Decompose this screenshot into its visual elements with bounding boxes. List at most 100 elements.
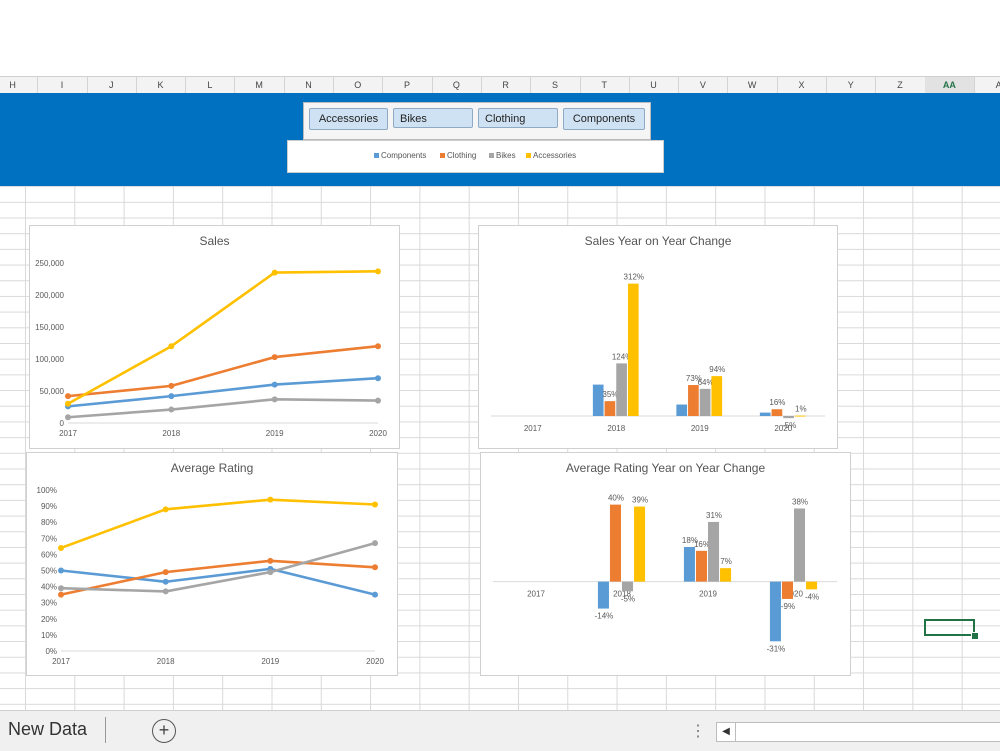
column-header-x[interactable]: X <box>777 77 828 93</box>
data-label: 16% <box>694 540 710 549</box>
chart-title: Average Rating Year on Year Change <box>566 461 766 475</box>
column-header-s[interactable]: S <box>530 77 581 93</box>
data-label: 16% <box>769 398 785 407</box>
column-header-v[interactable]: V <box>678 77 729 93</box>
data-point-accessories <box>58 544 64 551</box>
y-tick-label: 100% <box>37 486 57 495</box>
data-point-clothing <box>65 393 71 400</box>
bar-bikes <box>783 416 794 419</box>
bar-clothing <box>695 550 707 582</box>
column-header-m[interactable]: M <box>235 77 285 93</box>
bar-bikes <box>794 508 806 582</box>
data-point-accessories <box>267 496 274 503</box>
active-cell-selection[interactable] <box>924 619 975 636</box>
more-options-icon[interactable]: ⋮ <box>690 723 706 740</box>
bar-clothing <box>781 581 793 599</box>
data-point-bikes <box>168 406 175 413</box>
sales-yoy-chart[interactable]: Sales Year on Year Change 2017 2018 35% 124%… <box>478 225 838 449</box>
x-tick-label: 2018 <box>162 429 180 438</box>
bar-components <box>597 581 609 609</box>
column-header-h[interactable]: H <box>0 77 39 93</box>
x-tick-label: 2019 <box>261 657 279 666</box>
column-header-i[interactable]: I <box>37 77 88 93</box>
bar-accessories <box>634 506 646 582</box>
data-point-bikes <box>58 585 64 592</box>
data-point-components <box>58 567 64 574</box>
data-point-clothing <box>375 343 381 350</box>
horizontal-scrollbar[interactable]: ◀ <box>716 722 1000 742</box>
x-tick-label: 2017 <box>527 590 545 599</box>
column-header-u[interactable]: U <box>629 77 680 93</box>
bar-bikes <box>699 388 711 416</box>
chart-title: Sales <box>199 234 229 248</box>
data-point-clothing <box>58 591 64 598</box>
data-point-components <box>162 578 169 585</box>
column-header-z[interactable]: Z <box>875 77 926 93</box>
avg-rating-chart[interactable]: Average Rating 0% 10% 20% 30% 40% 50% 60% 70% 80%… <box>26 452 398 676</box>
column-header-p[interactable]: P <box>382 77 433 93</box>
fill-handle[interactable] <box>971 632 979 640</box>
column-header-t[interactable]: T <box>580 77 630 93</box>
avg-rating-yoy-chart[interactable]: Average Rating Year on Year Change 2017 20… <box>480 452 851 676</box>
column-header-row: H I J K L M N O P Q R S T U V W X Y Z AA A <box>0 76 1000 95</box>
data-point-components <box>372 591 378 598</box>
series-line-accessories <box>60 498 376 550</box>
chart-title: Average Rating <box>171 461 254 475</box>
column-header-a[interactable]: A <box>974 77 1000 93</box>
column-header-k[interactable]: K <box>136 77 187 93</box>
sales-chart[interactable]: Sales 0 50,000 100,000 150,000 200,000 250,000… <box>29 225 400 449</box>
plus-circle-icon[interactable]: + <box>152 719 176 743</box>
sales-yoy-chart-svg: Sales Year on Year Change 2017 2018 35% 124%… <box>491 234 825 433</box>
series-line-bikes <box>60 541 376 593</box>
data-point-clothing <box>168 382 175 389</box>
data-point-bikes <box>372 540 378 547</box>
data-label: 1% <box>795 405 807 414</box>
bar-components <box>592 384 604 416</box>
column-header-w[interactable]: W <box>728 77 778 93</box>
data-point-clothing <box>372 564 378 571</box>
slicer-button-accessories[interactable]: Accessories <box>309 108 388 130</box>
y-tick-label: 200,000 <box>35 291 64 300</box>
data-label: 38% <box>792 497 808 506</box>
data-label: 124% <box>612 352 632 361</box>
x-tick-label: 2019 <box>266 429 284 438</box>
bar-accessories <box>720 568 732 582</box>
bar-components <box>683 546 695 582</box>
data-point-accessories <box>162 506 169 513</box>
sheet-tab-bar: New Data + ⋮ ◀ <box>0 710 1000 751</box>
series-line-clothing <box>67 344 379 398</box>
bar-bikes <box>708 521 720 582</box>
x-tick-label: 2017 <box>59 429 77 438</box>
data-label: -14% <box>595 612 614 621</box>
bar-components <box>769 581 781 642</box>
slicer-button-clothing[interactable]: Clothing <box>478 108 558 128</box>
data-point-accessories <box>65 400 71 407</box>
column-header-y[interactable]: Y <box>826 77 877 93</box>
legend-swatch <box>374 153 379 159</box>
bar-components <box>676 404 688 416</box>
legend-label: Bikes <box>496 151 516 160</box>
slicer-button-components[interactable]: Components <box>563 108 645 130</box>
data-point-clothing <box>271 354 278 361</box>
data-label: 18% <box>682 536 698 545</box>
column-header-l[interactable]: L <box>185 77 236 93</box>
column-header-j[interactable]: J <box>87 77 137 93</box>
column-header-q[interactable]: Q <box>432 77 482 93</box>
column-header-r[interactable]: R <box>481 77 532 93</box>
data-point-components <box>375 375 381 382</box>
x-tick-label: 2019 <box>699 590 717 599</box>
x-tick-label: 2018 <box>157 657 175 666</box>
y-tick-label: 40% <box>41 583 57 592</box>
data-label: 73% <box>686 374 702 383</box>
data-label: 35% <box>602 390 618 399</box>
slicer-button-bikes[interactable]: Bikes <box>393 108 473 128</box>
data-label: -5% <box>621 594 635 603</box>
column-header-n[interactable]: N <box>284 77 335 93</box>
y-tick-label: 150,000 <box>35 323 64 332</box>
tab-divider <box>105 717 106 743</box>
x-tick-label: 2018 <box>607 424 625 433</box>
scroll-left-icon[interactable]: ◀ <box>717 723 736 741</box>
y-tick-label: 60% <box>41 550 57 559</box>
sheet-tab-new-data[interactable]: New Data <box>8 719 88 739</box>
column-header-o[interactable]: O <box>333 77 384 93</box>
